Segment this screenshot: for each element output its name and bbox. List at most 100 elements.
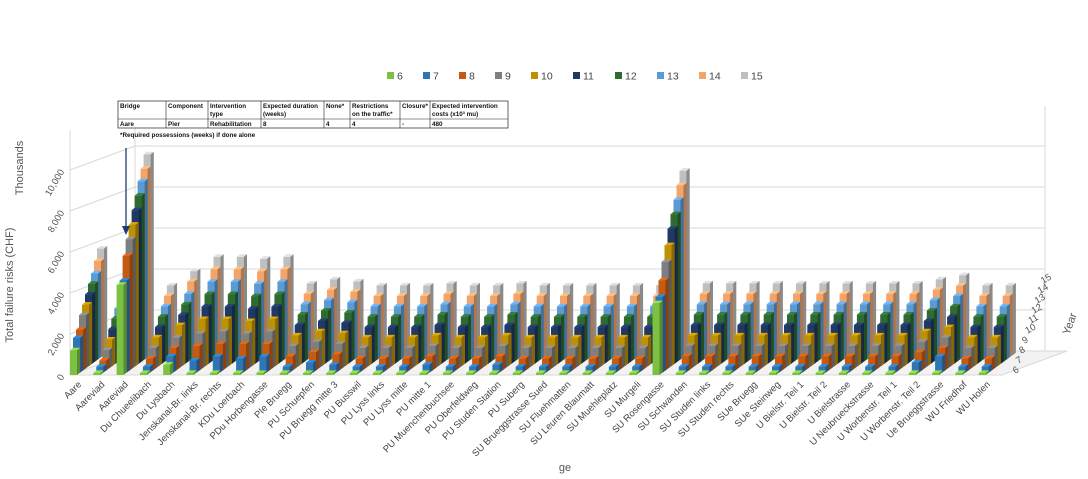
bar-front (632, 366, 640, 373)
bar-side (963, 283, 967, 358)
bar-side (621, 345, 626, 369)
bar-front (396, 372, 404, 375)
bar-side (709, 364, 713, 373)
bar-6-2 (116, 282, 127, 375)
bar-side (607, 314, 611, 362)
bar-side (703, 301, 707, 360)
bar-front (536, 372, 543, 375)
bar-side (552, 345, 556, 369)
bar-side (567, 293, 571, 358)
bar-side (432, 353, 436, 371)
bar-side (263, 370, 267, 375)
bar-front (116, 284, 124, 375)
bar-side (592, 364, 596, 373)
bar-top (492, 362, 503, 365)
bar-side (144, 178, 148, 360)
bar-side (788, 332, 792, 367)
bar-top (894, 343, 905, 346)
bar-side (531, 334, 535, 367)
bar-front (981, 366, 989, 373)
bar-front (608, 366, 616, 373)
bar-front (539, 366, 546, 373)
bar-side (234, 291, 238, 362)
bar-side (997, 334, 1001, 367)
bar-side (461, 334, 465, 367)
bar-side (578, 334, 582, 367)
bar-top (213, 254, 224, 257)
bar-side (595, 355, 599, 371)
bar-6-5 (186, 370, 197, 375)
bar-front (891, 356, 899, 371)
bar-top (315, 328, 326, 332)
bar-side (214, 279, 218, 360)
bar-top (821, 353, 832, 357)
bar-front (562, 366, 570, 373)
bar-top (923, 318, 934, 321)
bar-7-7 (236, 355, 247, 373)
y-tick-label: 4,000 (46, 291, 67, 317)
bar-top (749, 280, 760, 284)
bar-front (233, 372, 241, 375)
bar-side (89, 302, 93, 367)
bar-top (961, 355, 972, 359)
y-tick-label: 6,000 (46, 250, 67, 276)
bar-side (892, 370, 896, 375)
bar-top (417, 303, 428, 307)
table-cell: - (402, 121, 404, 128)
bar-top (73, 335, 84, 338)
bar-top (970, 324, 981, 328)
bar-side (438, 332, 442, 367)
bar-side (697, 322, 701, 364)
bar-top (221, 316, 232, 320)
bar-front (888, 366, 896, 373)
bar-side (488, 324, 492, 364)
bar-top (818, 364, 829, 367)
bar-front (419, 372, 427, 375)
bar-top (85, 291, 96, 295)
bar-side (750, 301, 754, 360)
bar-top (708, 343, 719, 346)
bar-side (598, 345, 602, 369)
legend-label: 7 (433, 71, 439, 83)
bar-top (993, 324, 1004, 328)
bar-top (303, 370, 314, 373)
bar-side (869, 291, 874, 358)
bar-top (807, 322, 818, 326)
bar-7-20 (539, 364, 550, 373)
bar-top (687, 332, 698, 336)
bar-top (850, 332, 862, 336)
bar-top (551, 324, 562, 328)
bar-top (728, 353, 739, 357)
bar-side (587, 303, 591, 360)
bar-side (449, 370, 453, 375)
bar-side (662, 294, 666, 373)
bar-front (838, 372, 846, 375)
bar-7-37 (935, 353, 946, 373)
bar-top (414, 314, 425, 317)
bar-top (611, 355, 623, 359)
bar-top (349, 370, 360, 373)
bar-top (381, 345, 393, 348)
bar-top (699, 291, 710, 294)
legend-swatch (531, 72, 538, 79)
legend-label: 12 (625, 71, 637, 83)
bar-side (528, 345, 532, 369)
bar-side (694, 332, 698, 367)
bar-top (841, 364, 853, 367)
bar-side (77, 347, 81, 375)
bar-7-15 (422, 362, 433, 373)
bar-top (484, 314, 495, 317)
bar-8-35 (891, 353, 902, 371)
bar-7-36 (911, 359, 922, 373)
bar-6-6 (209, 370, 220, 375)
bar-side (289, 364, 293, 373)
bar-top (839, 291, 850, 294)
bar-side (677, 211, 681, 362)
bar-top (513, 291, 524, 294)
bar-top (914, 349, 925, 353)
bar-6-33 (838, 370, 850, 375)
bar-side (878, 343, 882, 369)
bar-side (761, 343, 765, 369)
bar-top (554, 314, 565, 317)
bar-side (555, 334, 559, 367)
